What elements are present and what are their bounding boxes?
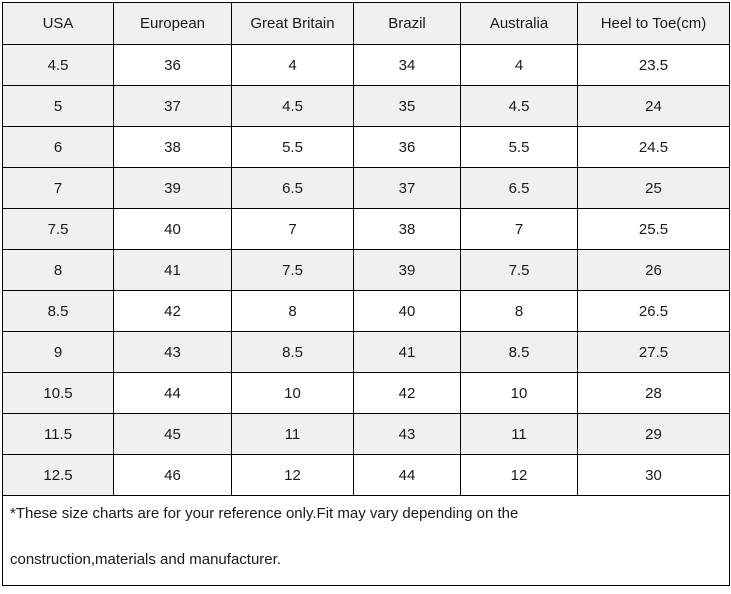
table-cell: 8: [2, 249, 114, 291]
table-cell: 28: [577, 372, 730, 414]
table-cell: 45: [113, 413, 232, 455]
table-cell: 44: [353, 454, 461, 496]
table-cell: 10.5: [2, 372, 114, 414]
table-cell: 40: [113, 208, 232, 250]
table-cell: 8.5: [231, 331, 354, 373]
column-header: Heel to Toe(cm): [577, 2, 730, 45]
table-cell: 24.5: [577, 126, 730, 168]
table-cell: 4.5: [460, 85, 578, 127]
table-cell: 30: [577, 454, 730, 496]
table-cell: 41: [113, 249, 232, 291]
table-cell: 7.5: [2, 208, 114, 250]
table-cell: 11: [460, 413, 578, 455]
table-cell: 5: [2, 85, 114, 127]
table-cell: 38: [113, 126, 232, 168]
table-row: 9 43 8.5 41 8.5 27.5: [2, 331, 730, 373]
table-cell: 44: [113, 372, 232, 414]
table-row: 4.5 36 4 34 4 23.5: [2, 44, 730, 86]
table-cell: 42: [113, 290, 232, 332]
table-cell: 39: [113, 167, 232, 209]
column-header: European: [113, 2, 232, 45]
table-cell: 4.5: [2, 44, 114, 86]
table-cell: 36: [113, 44, 232, 86]
column-header: Great Britain: [231, 2, 354, 45]
table-cell: 8.5: [2, 290, 114, 332]
table-cell: 25: [577, 167, 730, 209]
table-cell: 11: [231, 413, 354, 455]
table-cell: 6.5: [231, 167, 354, 209]
table-cell: 23.5: [577, 44, 730, 86]
table-cell: 5.5: [460, 126, 578, 168]
size-chart-table: USA European Great Britain Brazil Australia H…: [2, 2, 730, 586]
table-cell: 34: [353, 44, 461, 86]
table-row: 8 41 7.5 39 7.5 26: [2, 249, 730, 291]
footnote-line-2: construction,materials and manufacturer.: [10, 551, 281, 568]
table-cell: 7.5: [460, 249, 578, 291]
table-row: 10.5 44 10 42 10 28: [2, 372, 730, 414]
table-cell: 36: [353, 126, 461, 168]
table-cell: 37: [113, 85, 232, 127]
table-cell: 4: [231, 44, 354, 86]
table-cell: 6.5: [460, 167, 578, 209]
table-cell: 7.5: [231, 249, 354, 291]
column-header: Brazil: [353, 2, 461, 45]
table-cell: 8: [231, 290, 354, 332]
table-row: 11.5 45 11 43 11 29: [2, 413, 730, 455]
footnote: *These size charts are for your referenc…: [2, 495, 730, 586]
table-cell: 26.5: [577, 290, 730, 332]
table-cell: 24: [577, 85, 730, 127]
table-cell: 12.5: [2, 454, 114, 496]
table-cell: 12: [231, 454, 354, 496]
table-cell: 8: [460, 290, 578, 332]
header-row: USA European Great Britain Brazil Australia H…: [2, 2, 730, 45]
table-cell: 4.5: [231, 85, 354, 127]
table-row: 5 37 4.5 35 4.5 24: [2, 85, 730, 127]
table-row: 7 39 6.5 37 6.5 25: [2, 167, 730, 209]
table-cell: 43: [353, 413, 461, 455]
table-cell: 8.5: [460, 331, 578, 373]
table-cell: 43: [113, 331, 232, 373]
table-cell: 9: [2, 331, 114, 373]
table-cell: 5.5: [231, 126, 354, 168]
table-cell: 46: [113, 454, 232, 496]
column-header: USA: [2, 2, 114, 45]
table-cell: 42: [353, 372, 461, 414]
table-cell: 37: [353, 167, 461, 209]
table-cell: 4: [460, 44, 578, 86]
table-cell: 35: [353, 85, 461, 127]
table-row: 6 38 5.5 36 5.5 24.5: [2, 126, 730, 168]
table-cell: 26: [577, 249, 730, 291]
table-cell: 7: [460, 208, 578, 250]
table-cell: 6: [2, 126, 114, 168]
table-cell: 29: [577, 413, 730, 455]
table-cell: 40: [353, 290, 461, 332]
table-row: 8.5 42 8 40 8 26.5: [2, 290, 730, 332]
table-cell: 12: [460, 454, 578, 496]
table-cell: 10: [460, 372, 578, 414]
table-cell: 39: [353, 249, 461, 291]
table-cell: 11.5: [2, 413, 114, 455]
table-cell: 27.5: [577, 331, 730, 373]
table-row: 12.5 46 12 44 12 30: [2, 454, 730, 496]
footnote-line-1: *These size charts are for your referenc…: [10, 505, 519, 522]
footnote-row: *These size charts are for your referenc…: [2, 495, 730, 586]
table-cell: 38: [353, 208, 461, 250]
table-cell: 25.5: [577, 208, 730, 250]
table-row: 7.5 40 7 38 7 25.5: [2, 208, 730, 250]
table-cell: 7: [2, 167, 114, 209]
table-cell: 41: [353, 331, 461, 373]
table-cell: 10: [231, 372, 354, 414]
table-cell: 7: [231, 208, 354, 250]
column-header: Australia: [460, 2, 578, 45]
